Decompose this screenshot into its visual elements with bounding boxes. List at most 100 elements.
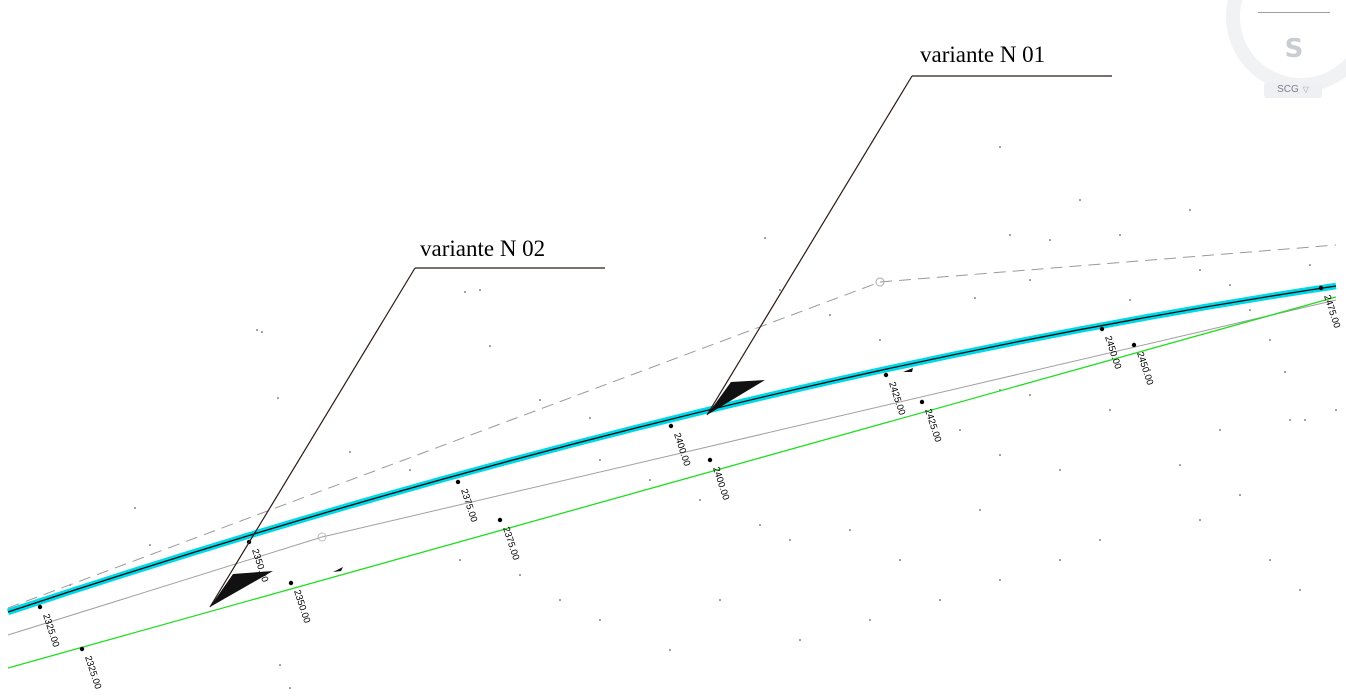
station-tick [668, 423, 674, 429]
main-alignment-centerline [7, 285, 1337, 613]
station-label: 2400.00 [671, 432, 692, 468]
green-station-labels: 2325.00 2350.00 2375.00 2400.00 2425.00 2450.… [79, 342, 1155, 691]
viewcube-edge-line [1258, 12, 1330, 13]
leader-arrowhead [210, 571, 273, 607]
survey-point [1029, 394, 1031, 396]
survey-point [1269, 559, 1271, 561]
survey-point [979, 509, 981, 511]
vertex-marker [317, 532, 327, 542]
survey-point [899, 559, 901, 561]
survey-point [279, 664, 281, 666]
station-tick [883, 372, 889, 378]
survey-point [1049, 239, 1051, 241]
survey-point [939, 599, 941, 601]
survey-point [1289, 419, 1291, 421]
survey-point [779, 289, 781, 291]
survey-point [999, 454, 1001, 456]
survey-point [669, 649, 671, 651]
station-label: 2475.00 [1321, 294, 1342, 330]
survey-point [1199, 519, 1201, 521]
viewcube-face-icon[interactable]: S [1284, 34, 1304, 64]
survey-point [479, 289, 481, 291]
annotation-label: variante N 01 [920, 42, 1045, 67]
survey-point [261, 331, 263, 333]
survey-point [539, 399, 541, 401]
station-tick [37, 604, 43, 610]
ucs-menu-button[interactable]: SCG ▽ [1264, 82, 1322, 98]
survey-point [1059, 469, 1061, 471]
survey-point [974, 297, 976, 299]
station-label: 2325.00 [82, 655, 103, 691]
station-label: 2400.00 [710, 466, 731, 502]
station-tick [1131, 342, 1137, 348]
survey-point [1229, 284, 1231, 286]
survey-point [879, 339, 881, 341]
station-label: 2450.00 [1134, 351, 1155, 387]
station-tick [919, 399, 925, 405]
survey-point [699, 499, 701, 501]
survey-point [1009, 234, 1011, 236]
station-tick [707, 457, 713, 463]
survey-point [959, 429, 961, 431]
survey-point [1059, 559, 1061, 561]
survey-point [759, 524, 761, 526]
annotation-variante-n01[interactable]: variante N 01 [706, 42, 1112, 416]
leader-line [706, 75, 913, 416]
green-alignment [7, 296, 1337, 669]
leader-line [209, 267, 416, 608]
direction-arrow [333, 567, 343, 572]
station-tick [1099, 326, 1105, 332]
survey-point [1239, 494, 1241, 496]
station-tick [497, 517, 503, 523]
survey-point [489, 345, 491, 347]
station-label: 2375.00 [458, 488, 479, 524]
survey-point [464, 291, 466, 293]
survey-point [1299, 589, 1301, 591]
station-label: 2425.00 [886, 381, 907, 417]
survey-point [849, 529, 851, 531]
survey-point [999, 146, 1001, 148]
annotation-variante-n02[interactable]: variante N 02 [209, 236, 605, 608]
dashed-construction-line [7, 244, 1337, 609]
survey-point [1129, 299, 1131, 301]
vertex-marker [875, 277, 885, 287]
survey-points [69, 146, 1337, 689]
ucs-label: SCG [1277, 84, 1299, 95]
main-alignment-glow [6, 282, 1337, 616]
survey-point [559, 599, 561, 601]
survey-point [599, 619, 601, 621]
station-tick [455, 479, 461, 485]
survey-point [1304, 419, 1306, 421]
survey-point [999, 579, 1001, 581]
survey-point [1099, 539, 1101, 541]
survey-point [409, 469, 411, 471]
survey-point [1309, 264, 1311, 266]
survey-point [349, 451, 351, 453]
survey-point [1249, 309, 1251, 311]
station-tick [1318, 285, 1324, 291]
station-label: 2350.00 [291, 589, 312, 625]
survey-point [799, 639, 801, 641]
survey-point [1199, 269, 1201, 271]
cyan-station-labels: 2325.00 2350.00 2375.00 2400.00 2425.00 2450.… [37, 285, 1342, 649]
survey-point [149, 544, 151, 546]
survey-point [599, 459, 601, 461]
survey-point [869, 619, 871, 621]
survey-point [256, 329, 258, 331]
survey-point [1149, 369, 1151, 371]
survey-point [289, 687, 291, 689]
survey-point [277, 397, 279, 399]
survey-point [1029, 279, 1031, 281]
survey-point [649, 479, 651, 481]
survey-point [1269, 339, 1271, 341]
survey-point [134, 507, 136, 509]
survey-point [1284, 371, 1286, 373]
survey-point [719, 599, 721, 601]
survey-point [789, 539, 791, 541]
station-tick [79, 646, 85, 652]
survey-point [519, 574, 521, 576]
direction-arrow [903, 368, 913, 372]
survey-point [1335, 409, 1337, 411]
station-label: 2375.00 [500, 526, 521, 562]
